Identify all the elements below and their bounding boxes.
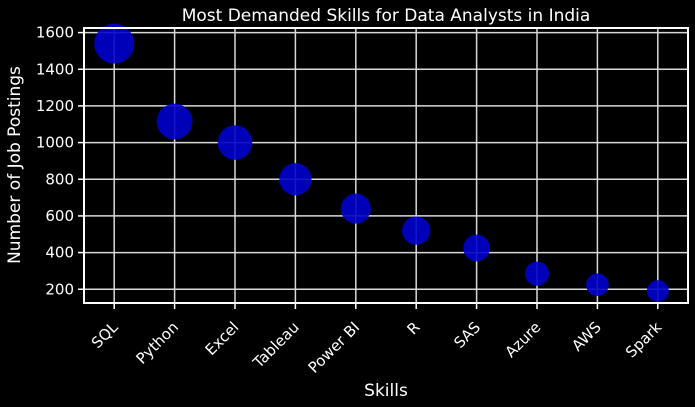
x-tick-label: SAS [450, 318, 484, 352]
x-tick-label: R [404, 318, 424, 338]
y-tick-label: 1000 [36, 134, 74, 152]
x-tick-label: AWS [568, 318, 605, 355]
x-tick-label: Power BI [305, 318, 364, 377]
data-point [94, 23, 135, 64]
data-point [646, 280, 669, 303]
data-point [524, 261, 550, 286]
y-tick-label: 400 [45, 244, 74, 262]
data-point [217, 125, 253, 160]
y-axis-ticks: 200 400 600 800 1000 1200 1400 1600 [36, 24, 84, 298]
y-axis-title: Number of Job Postings [5, 66, 25, 264]
y-tick-label: 1200 [36, 97, 74, 115]
data-point [279, 163, 312, 196]
x-axis-title: Skills [364, 381, 408, 401]
chart-title: Most Demanded Skills for Data Analysts i… [182, 6, 591, 26]
data-point [586, 273, 609, 297]
data-point [340, 193, 371, 224]
data-point [156, 103, 193, 140]
data-point [463, 234, 490, 262]
x-tick-label: Python [133, 318, 182, 367]
y-tick-label: 1400 [36, 60, 74, 78]
y-tick-label: 200 [45, 280, 74, 298]
bubbles [94, 23, 669, 303]
grid [84, 28, 688, 303]
x-tick-label: Tableau [249, 318, 303, 372]
x-tick-label: SQL [88, 318, 122, 352]
y-tick-label: 600 [45, 207, 74, 225]
x-axis-ticks: SQL Python Excel Tableau Power BI R SAS Azure AW… [88, 303, 665, 377]
x-tick-label: Spark [622, 318, 665, 361]
data-point [402, 216, 431, 245]
y-tick-label: 1600 [36, 24, 74, 42]
x-tick-label: Azure [501, 318, 544, 361]
plot-frame [83, 27, 689, 304]
x-tick-label: Excel [202, 318, 243, 359]
y-tick-label: 800 [45, 170, 74, 188]
